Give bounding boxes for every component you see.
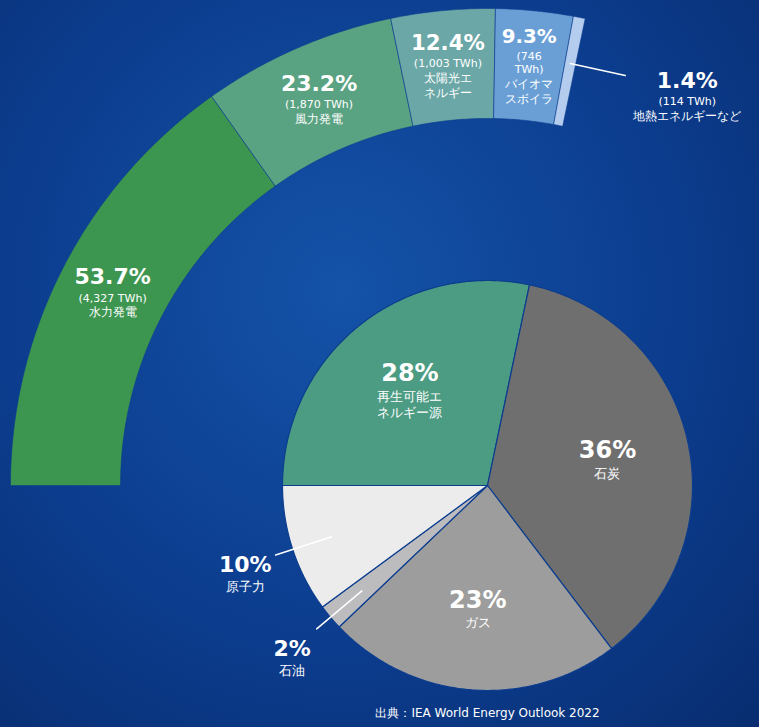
- svg-text:再生可能エ: 再生可能エ: [377, 389, 442, 404]
- svg-text:1.4%: 1.4%: [657, 68, 718, 93]
- svg-text:ガス: ガス: [465, 615, 491, 630]
- svg-text:9.3%: 9.3%: [502, 25, 557, 48]
- svg-text:原子力: 原子力: [226, 579, 265, 594]
- svg-text:28%: 28%: [381, 359, 438, 387]
- svg-text:23.2%: 23.2%: [281, 71, 357, 96]
- svg-text:53.7%: 53.7%: [74, 264, 150, 289]
- svg-text:(1,003 TWh): (1,003 TWh): [414, 57, 482, 70]
- svg-text:23%: 23%: [449, 586, 506, 614]
- svg-text:ネルギー: ネルギー: [424, 86, 472, 100]
- svg-text:36%: 36%: [579, 436, 636, 464]
- svg-text:(1,870 TWh): (1,870 TWh): [285, 98, 353, 111]
- svg-text:スボイラ: スボイラ: [505, 92, 553, 106]
- svg-text:出典：IEA World Energy Outlook 20: 出典：IEA World Energy Outlook 2022: [375, 706, 599, 720]
- svg-text:バイオマ: バイオマ: [504, 77, 553, 91]
- svg-text:(114 TWh): (114 TWh): [658, 95, 716, 108]
- svg-text:石油: 石油: [279, 663, 305, 678]
- svg-text:12.4%: 12.4%: [411, 30, 485, 55]
- svg-text:地熱エネルギーなど: 地熱エネルギーなど: [632, 109, 741, 123]
- svg-text:水力発電: 水力発電: [89, 305, 137, 319]
- svg-text:10%: 10%: [219, 552, 272, 577]
- svg-text:2%: 2%: [273, 636, 310, 661]
- svg-text:太陽光エ: 太陽光エ: [424, 71, 472, 85]
- svg-text:(4,327 TWh): (4,327 TWh): [79, 292, 147, 305]
- svg-text:風力発電: 風力発電: [295, 112, 343, 126]
- svg-text:ネルギー源: ネルギー源: [377, 405, 442, 420]
- svg-text:TWh): TWh): [514, 63, 544, 76]
- svg-text:(746: (746: [517, 50, 542, 63]
- svg-text:石炭: 石炭: [594, 466, 620, 481]
